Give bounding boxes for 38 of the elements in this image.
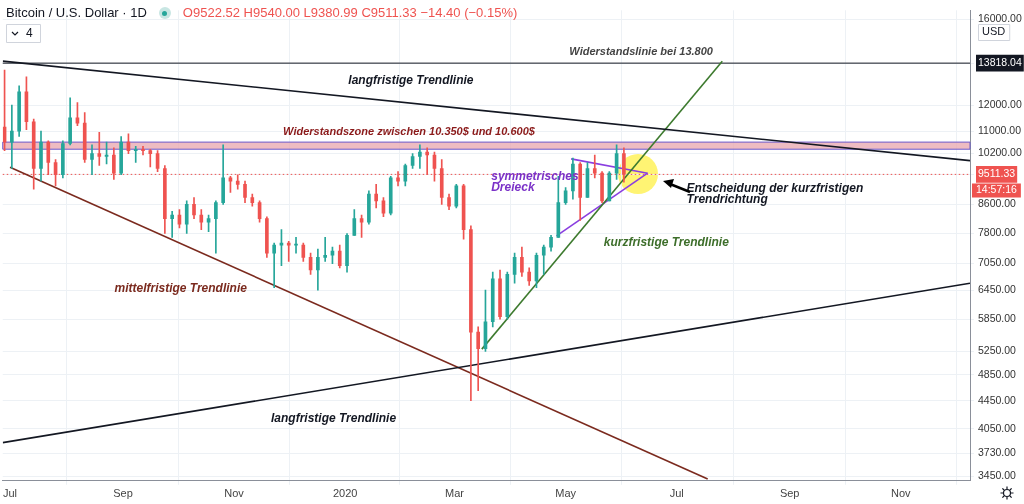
annotation: kurzfristige Trendlinie — [603, 234, 730, 249]
text: 14:57:16 — [976, 183, 1018, 196]
y-tick-label: 3450.00 — [978, 469, 1017, 482]
x-tick-label: Jul — [3, 487, 18, 500]
y-tick-label: 4850.00 — [978, 367, 1017, 380]
y-tick-label: 5850.00 — [978, 312, 1017, 325]
annotation: 4 — [26, 26, 33, 41]
x-tick-label: May — [555, 487, 577, 500]
x-tick-label: Sep — [779, 487, 800, 500]
annotation: langfristige Trendlinie — [348, 73, 474, 88]
y-tick-label: 3730.00 — [978, 446, 1017, 459]
y-tick-label: 7050.00 — [978, 256, 1017, 269]
x-tick-label: Sep — [113, 487, 133, 500]
annotation: mittelfristige Trendlinie — [114, 281, 248, 296]
y-tick-label: 11000.00 — [978, 123, 1022, 136]
annotation: langfristige Trendlinie — [270, 411, 397, 426]
y-tick-label: 8600.00 — [978, 197, 1017, 210]
y-tick-label: 5250.00 — [978, 344, 1017, 357]
y-tick-label: 7800.00 — [978, 226, 1017, 239]
y-tick-label: 12000.00 — [978, 98, 1022, 111]
y-tick-label: 4450.00 — [978, 393, 1017, 406]
annotation: Entscheidung der kurzfristigen Trendrichtung — [686, 180, 864, 206]
y-tick-label: 9511.33 — [978, 167, 1016, 180]
chart-subtitle: O9522.52 H9540.00 L9380.99 C9511.33 −14.40 (−0.15%) — [182, 4, 518, 20]
y-tick-label: 10200.00 — [978, 146, 1022, 159]
y-tick-label: 6450.00 — [978, 282, 1017, 295]
band-label: Widerstandszone zwischen 10.350$ und 10.600$ — [283, 124, 536, 137]
x-tick-label: Nov — [224, 487, 245, 500]
x-tick-label: 2020 — [332, 487, 358, 500]
y-tick-label: 4050.00 — [978, 421, 1017, 434]
y-tick-label: 13818.04 — [978, 56, 1022, 69]
x-tick-label: Jul — [669, 487, 684, 500]
chart-title: Bitcoin / U.S. Dollar · 1D — [6, 4, 147, 20]
text: USD — [982, 25, 1006, 38]
x-tick-label: Mar — [445, 487, 465, 500]
y-tick-label: 16000.00 — [978, 12, 1022, 25]
x-tick-label: Nov — [891, 487, 912, 500]
ref-line-label: Widerstandslinie bei 13.800 — [569, 44, 714, 57]
